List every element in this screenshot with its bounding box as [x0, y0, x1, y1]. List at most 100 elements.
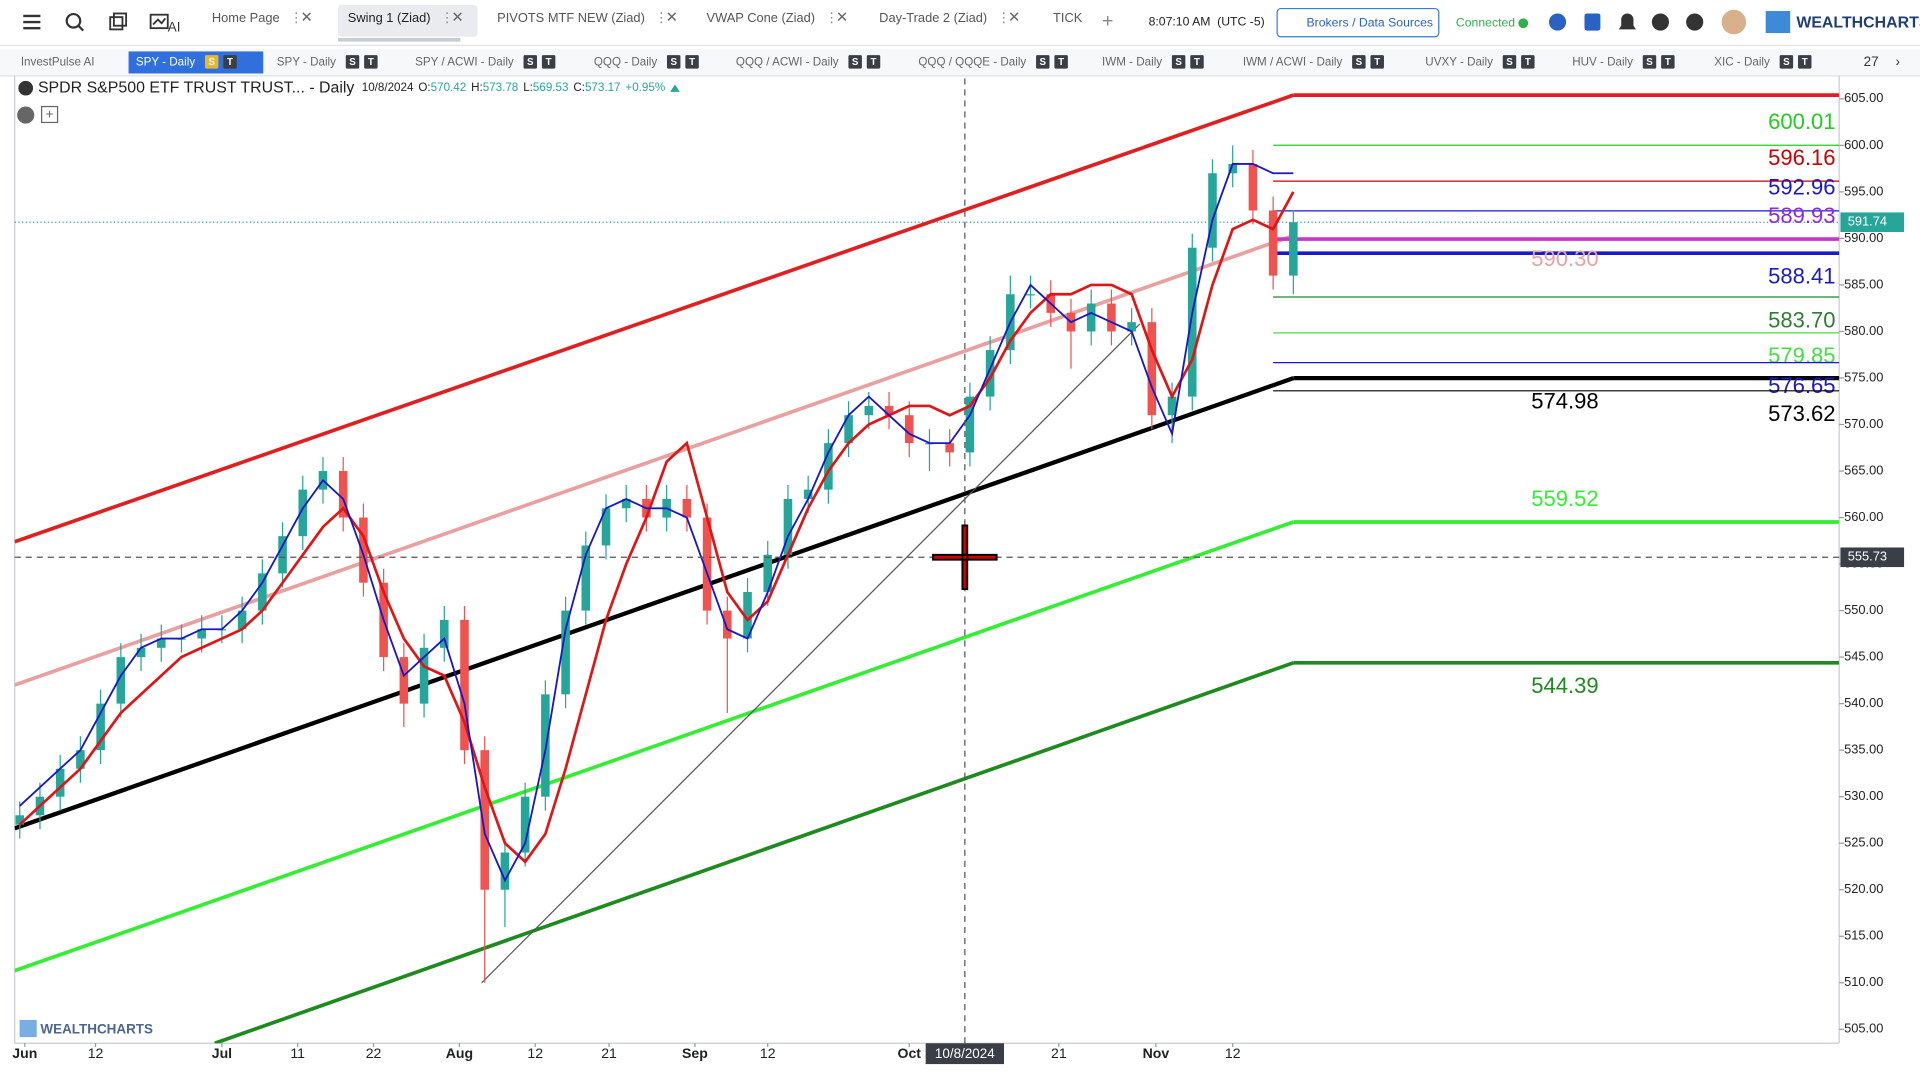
- trend-line: [14, 93, 1294, 544]
- tab-menu[interactable]: ⋮: [440, 10, 453, 25]
- x-tick-label: 11: [290, 1045, 305, 1061]
- watch-tab[interactable]: QQQ / ACWI - Daily: [736, 56, 839, 69]
- avatar[interactable]: [1721, 9, 1747, 35]
- brand-logo: [1765, 11, 1791, 34]
- ai-icon[interactable]: [149, 13, 169, 30]
- level-label: 588.41: [1768, 264, 1835, 289]
- watch-tab[interactable]: IWM - Daily: [1102, 56, 1162, 69]
- badge-bg: [541, 55, 556, 69]
- chart-legend: SPDR S&P500 ETF TRUST TRUST... - Daily +…: [17, 79, 680, 124]
- tab-close[interactable]: ✕: [666, 10, 678, 26]
- watch-tab[interactable]: SPY / ACWI - Daily: [415, 56, 514, 69]
- badge: T: [1058, 57, 1064, 68]
- trend-line: [481, 323, 1141, 984]
- tab-menu[interactable]: ⋮: [655, 10, 668, 25]
- badge-bg: [1054, 55, 1068, 69]
- candle-body: [824, 443, 833, 490]
- level-label: 559.52: [1531, 486, 1598, 511]
- tab-close[interactable]: ✕: [451, 10, 463, 26]
- watch-tab[interactable]: UVXY - Daily: [1425, 56, 1493, 69]
- layout-tab[interactable]: Day-Trade 2 (Ziad): [879, 10, 987, 25]
- users-icon[interactable]: [1548, 13, 1567, 31]
- save-icon[interactable]: [1584, 13, 1601, 31]
- legend-key: C:: [573, 81, 585, 94]
- watchlist-count[interactable]: 27: [1864, 54, 1879, 69]
- legend-toggle[interactable]: [17, 106, 35, 124]
- tab-close[interactable]: ✕: [836, 10, 848, 26]
- legend-key: L:: [523, 81, 533, 94]
- brokers-button[interactable]: [1276, 7, 1440, 38]
- candle-body: [1228, 163, 1237, 174]
- scroll-right[interactable]: ›: [1896, 54, 1900, 69]
- layout-tab[interactable]: TICK: [1053, 10, 1083, 25]
- y-tick-label: 560.00: [1844, 509, 1883, 524]
- badge: T: [871, 57, 877, 68]
- layout-tab[interactable]: Home Page: [212, 10, 280, 25]
- candle-body: [884, 405, 894, 416]
- active-tab-underline: [337, 37, 461, 42]
- badge-bg: [685, 55, 699, 69]
- timezone: (UTC -5): [1217, 14, 1265, 28]
- add-tab[interactable]: +: [1102, 10, 1113, 32]
- legend-add[interactable]: [41, 105, 59, 124]
- tab-menu[interactable]: ⋮: [289, 10, 302, 25]
- watch-tab[interactable]: QQQ / QQQE - Daily: [918, 56, 1026, 69]
- layout-tab[interactable]: Swing 1 (Ziad): [348, 10, 431, 25]
- tab-close[interactable]: ✕: [300, 10, 312, 26]
- y-tick-label: 520.00: [1844, 881, 1883, 896]
- candle-body: [561, 610, 570, 695]
- brokers-button-label: Brokers / Data Sources: [1307, 15, 1433, 29]
- candle-body: [1248, 163, 1258, 211]
- level-label: 600.01: [1768, 109, 1835, 134]
- layout-tab[interactable]: PIVOTS MTF NEW (Ziad): [497, 10, 645, 25]
- help-icon[interactable]: [1686, 13, 1704, 31]
- badge-bg: [1352, 55, 1366, 69]
- badge-bg: [1190, 55, 1204, 69]
- y-tick-label: 545.00: [1844, 649, 1883, 664]
- candle-body: [116, 657, 126, 704]
- badge: T: [1802, 57, 1808, 68]
- candle-body: [1107, 303, 1116, 332]
- watch-tab[interactable]: SPY - Daily: [136, 56, 195, 69]
- level-label: 576.65: [1768, 373, 1835, 398]
- y-tick-label: 600.00: [1844, 137, 1883, 152]
- badge: S: [1506, 57, 1513, 68]
- x-tick-label: 12: [1225, 1045, 1241, 1061]
- legend-key: O:: [418, 81, 430, 94]
- menu-icon[interactable]: [23, 14, 41, 30]
- badge: S: [1040, 57, 1047, 68]
- watch-tab[interactable]: IWM / ACWI - Daily: [1243, 56, 1343, 69]
- watermark-logo: [19, 1020, 37, 1038]
- watch-tab[interactable]: QQQ - Daily: [594, 56, 657, 69]
- y-tick-label: 530.00: [1844, 788, 1883, 803]
- tab-menu[interactable]: ⋮: [825, 10, 838, 25]
- y-tick-label: 595.00: [1844, 183, 1883, 198]
- layouts-icon[interactable]: [109, 12, 128, 31]
- x-tick-label: Nov: [1143, 1045, 1170, 1061]
- candle-body: [864, 405, 874, 416]
- tab-close[interactable]: ✕: [1008, 10, 1020, 26]
- settings-icon[interactable]: [1651, 13, 1669, 31]
- y-tick-label: 605.00: [1844, 90, 1883, 105]
- watch-tab[interactable]: InvestPulse AI: [21, 56, 95, 69]
- crosshair-date-tag-bg: [925, 1043, 1005, 1065]
- level-label: 596.16: [1768, 145, 1835, 170]
- watchlist-bg: [0, 48, 1920, 76]
- alerts-icon[interactable]: [1618, 13, 1636, 30]
- watch-tab[interactable]: HUV - Daily: [1572, 56, 1633, 69]
- candle-body: [419, 647, 429, 704]
- layout-tab[interactable]: VWAP Cone (Ziad): [707, 10, 816, 25]
- badge-bg: [1521, 55, 1535, 69]
- search-icon[interactable]: [65, 12, 85, 32]
- candle-body: [965, 396, 975, 453]
- candle-body: [55, 768, 65, 797]
- y-tick-label: 505.00: [1844, 1021, 1883, 1036]
- candle-body: [96, 703, 105, 751]
- candle-body: [803, 489, 813, 499]
- watch-tab[interactable]: XIC - Daily: [1714, 56, 1770, 69]
- x-tick-label: 22: [366, 1045, 382, 1061]
- y-tick-label: 515.00: [1844, 928, 1883, 943]
- badge-bg: [848, 55, 862, 69]
- watch-tab[interactable]: SPY - Daily: [277, 56, 336, 69]
- tab-menu[interactable]: ⋮: [997, 10, 1010, 25]
